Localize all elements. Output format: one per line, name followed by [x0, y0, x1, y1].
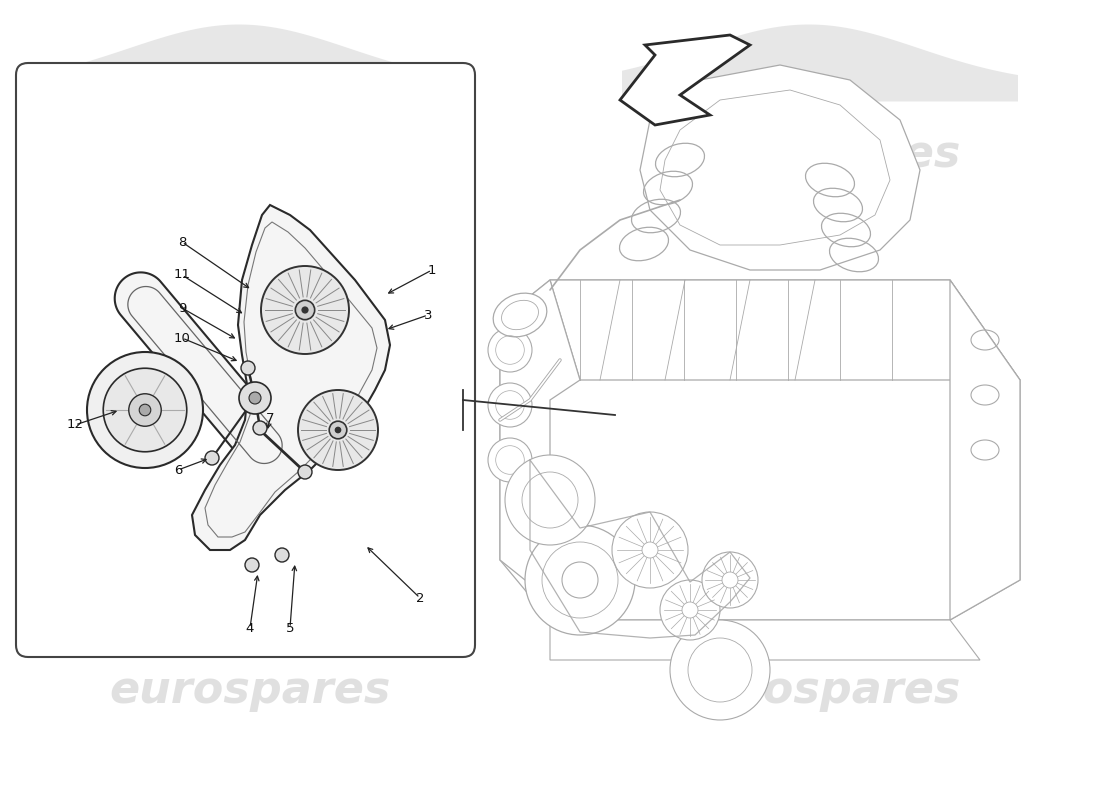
Circle shape — [245, 558, 258, 572]
Polygon shape — [114, 272, 295, 478]
Circle shape — [129, 394, 162, 426]
Circle shape — [249, 392, 261, 404]
Circle shape — [702, 552, 758, 608]
Circle shape — [329, 421, 346, 438]
Text: 10: 10 — [174, 331, 190, 345]
Circle shape — [103, 368, 187, 452]
Text: eurospares: eurospares — [680, 669, 960, 711]
Circle shape — [302, 307, 308, 313]
Text: 1: 1 — [428, 263, 437, 277]
Text: 7: 7 — [266, 411, 274, 425]
Text: 9: 9 — [178, 302, 186, 314]
Circle shape — [140, 404, 151, 416]
Polygon shape — [52, 25, 448, 102]
Circle shape — [275, 548, 289, 562]
Circle shape — [488, 383, 532, 427]
Polygon shape — [621, 25, 1018, 102]
Text: eurospares: eurospares — [109, 134, 390, 177]
Text: eurospares: eurospares — [109, 669, 390, 711]
Text: 2: 2 — [416, 591, 425, 605]
Text: 11: 11 — [174, 269, 190, 282]
Polygon shape — [620, 35, 750, 125]
Circle shape — [562, 562, 598, 598]
Circle shape — [505, 455, 595, 545]
FancyBboxPatch shape — [16, 63, 475, 657]
Circle shape — [525, 525, 635, 635]
Polygon shape — [550, 620, 980, 660]
Circle shape — [612, 512, 688, 588]
Circle shape — [642, 542, 658, 558]
Circle shape — [670, 620, 770, 720]
Circle shape — [241, 361, 255, 375]
Circle shape — [298, 465, 312, 479]
Polygon shape — [500, 280, 1020, 620]
Text: 4: 4 — [245, 622, 254, 634]
Circle shape — [87, 352, 204, 468]
Text: 6: 6 — [174, 463, 183, 477]
Text: eurospares: eurospares — [680, 134, 960, 177]
Circle shape — [682, 602, 698, 618]
Text: 3: 3 — [424, 309, 432, 322]
Circle shape — [336, 427, 341, 433]
Polygon shape — [500, 280, 580, 600]
Polygon shape — [950, 280, 1020, 620]
Circle shape — [660, 580, 720, 640]
Circle shape — [488, 438, 532, 482]
Text: 12: 12 — [66, 418, 84, 431]
Circle shape — [261, 266, 349, 354]
Polygon shape — [192, 205, 390, 550]
Ellipse shape — [493, 293, 547, 337]
Text: 8: 8 — [178, 235, 186, 249]
Text: 5: 5 — [286, 622, 295, 634]
Polygon shape — [550, 280, 1020, 380]
Circle shape — [488, 328, 532, 372]
Circle shape — [295, 300, 315, 320]
Circle shape — [253, 421, 267, 435]
Circle shape — [239, 382, 271, 414]
Circle shape — [205, 451, 219, 465]
Polygon shape — [640, 65, 920, 270]
Circle shape — [298, 390, 378, 470]
Circle shape — [722, 572, 738, 588]
